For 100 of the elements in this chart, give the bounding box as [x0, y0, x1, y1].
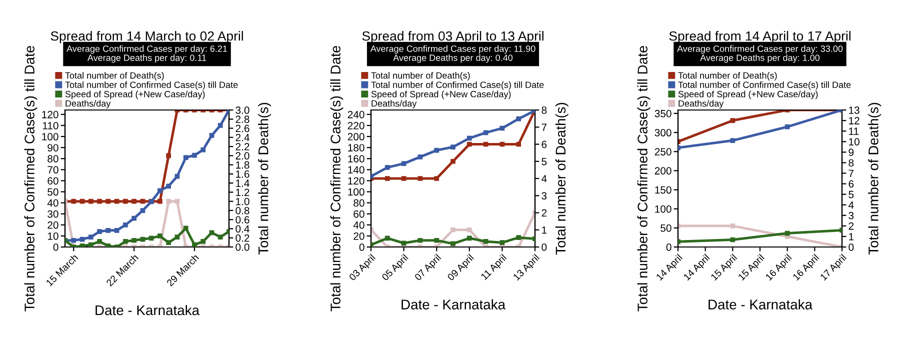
y2-tick-label: 2.4	[236, 134, 250, 142]
legend-label: Total number of Confirmed Case(s) till Date	[371, 81, 544, 90]
y2-tick-label: 7	[542, 124, 547, 131]
y2-tick-label: 1.8	[236, 161, 250, 169]
y-tick-label: 0	[53, 244, 58, 251]
y2-tick-label: 1.6	[236, 170, 250, 178]
y2-tick-label: 0.0	[236, 244, 250, 251]
y-tick-label: 240	[348, 110, 364, 118]
y2-tick-label: 11	[849, 128, 859, 135]
y2-tick-label: 1.2	[236, 188, 250, 196]
y-tick-label: 60	[354, 210, 364, 218]
y2-tick-label: 13	[849, 106, 860, 114]
y2-tick-label: 0.8	[236, 206, 250, 214]
y2-axis-title: Total number of Death(s)	[258, 102, 272, 255]
y-tick-label: 40	[47, 199, 58, 207]
y-tick-label: 100	[42, 133, 58, 140]
y2-tick-label: 0.6	[236, 216, 250, 224]
chart-subtitle: Average Confirmed Cases per day: 6.21 Average Deaths per day: 0.11	[66, 45, 228, 63]
y2-tick-label: 2	[848, 222, 854, 230]
y-tick-label: 300	[654, 129, 672, 136]
chart-title: Spread from 14 April to 17 April	[669, 30, 850, 44]
y-tick-label: 220	[348, 122, 364, 130]
y2-tick-label: 2.2	[236, 143, 250, 150]
y-axis-title: Total number of Confirmed Case(s) till Date	[330, 46, 344, 312]
y-tick-label: 110	[42, 122, 58, 130]
chart-title: Spread from 03 April to 13 April	[362, 30, 544, 44]
x-axis-title: Date - Karnataka	[96, 304, 200, 316]
x-axis-title: Date - Karnataka	[708, 299, 812, 310]
y2-axis-title: Total number of Death(s)	[555, 102, 568, 255]
y-axis-title: Total number of Confirmed Case(s) till Date	[24, 46, 38, 312]
y-tick-label: 180	[348, 144, 364, 152]
y-tick-label: 100	[655, 205, 672, 213]
y-tick-label: 350	[654, 110, 672, 118]
y2-tick-label: 2.8	[236, 116, 250, 124]
y2-tick-label: 0	[542, 244, 547, 251]
y2-tick-label: 0.2	[236, 234, 250, 242]
y2-tick-label: 4	[541, 175, 547, 182]
y2-tick-label: 5	[848, 190, 854, 198]
y-tick-label: 140	[348, 166, 364, 174]
y2-tick-label: 8	[848, 159, 854, 167]
legend-label: Total number of Death(s)	[65, 72, 164, 80]
y2-tick-label: 12	[849, 117, 860, 124]
legend-label: Deaths/day	[66, 100, 111, 108]
legend-label: Total number of Confirmed Case(s) till Date	[65, 81, 238, 90]
y2-tick-label: 5	[542, 158, 547, 166]
legend-label: Total number of Confirmed Case(s) till Date	[678, 81, 851, 90]
y-tick-label: 90	[48, 144, 58, 152]
y2-tick-label: 3	[848, 212, 854, 220]
y2-tick-label: 2.0	[236, 152, 250, 160]
y2-tick-label: 0.4	[236, 225, 250, 233]
x-axis-title: Date - Karnataka	[402, 299, 506, 310]
y2-tick-label: 1	[849, 233, 854, 240]
chart-subtitle: Average Confirmed Cases per day: 33.00 Average Deaths per day: 1.00	[677, 45, 843, 63]
y-tick-label: 30	[48, 210, 58, 218]
legend-label: Deaths/day	[678, 100, 724, 108]
legend-label: Deaths/day	[372, 100, 417, 108]
y-tick-label: 80	[354, 199, 364, 207]
y-tick-label: 20	[48, 221, 58, 229]
y2-tick-label: 3.0	[236, 106, 250, 114]
y2-tick-label: 8	[542, 106, 547, 114]
y2-tick-label: 1	[542, 226, 547, 234]
y-tick-label: 0	[666, 244, 672, 251]
y-tick-label: 50	[660, 224, 672, 232]
legend-label: Speed of Spread (+New Case/day)	[678, 90, 818, 100]
y2-tick-label: 6	[848, 180, 854, 188]
y-tick-label: 60	[48, 177, 58, 185]
y2-tick-label: 4	[848, 201, 854, 209]
y-tick-label: 80	[48, 155, 58, 162]
y2-tick-label: 6	[542, 140, 547, 148]
y-tick-label: 0	[359, 244, 364, 251]
y-tick-label: 150	[655, 186, 672, 194]
y2-tick-label: 9	[848, 148, 854, 156]
chart-subtitle: Average Confirmed Cases per day: 11.90 Average Deaths per day: 0.40	[370, 45, 536, 63]
y2-tick-label: 1.4	[236, 180, 250, 187]
legend-label: Total number of Death(s)	[371, 72, 470, 80]
y2-tick-label: 0	[848, 244, 854, 251]
y-tick-label: 100	[348, 188, 364, 196]
y-tick-label: 40	[353, 221, 364, 229]
y-tick-label: 10	[48, 232, 58, 240]
legend-label: Speed of Spread (+New Case/day)	[371, 90, 511, 100]
y2-tick-label: 3	[542, 192, 547, 200]
legend-label: Total number of Death(s)	[678, 72, 777, 80]
y-tick-label: 70	[48, 166, 58, 174]
y2-tick-label: 2	[542, 209, 547, 217]
y2-tick-label: 2.6	[236, 124, 250, 132]
y2-tick-label: 10	[849, 138, 860, 146]
y-axis-title: Total number of Confirmed Case(s) till Date	[637, 46, 650, 312]
y2-tick-label: 7	[848, 170, 854, 178]
chart-title: Spread from 14 March to 02 April	[50, 30, 243, 44]
y-tick-label: 200	[654, 167, 672, 175]
y-tick-label: 20	[354, 232, 364, 240]
y-tick-label: 250	[654, 148, 672, 156]
y2-tick-label: 1.0	[236, 198, 250, 206]
y-tick-label: 120	[348, 177, 364, 185]
y2-axis-title: Total number of Death(s)	[868, 102, 882, 255]
y-tick-label: 50	[48, 188, 58, 196]
legend-label: Speed of Spread (+New Case/day)	[65, 90, 205, 100]
y-tick-label: 160	[348, 155, 364, 162]
y-tick-label: 200	[348, 133, 364, 140]
y-tick-label: 120	[42, 110, 58, 118]
